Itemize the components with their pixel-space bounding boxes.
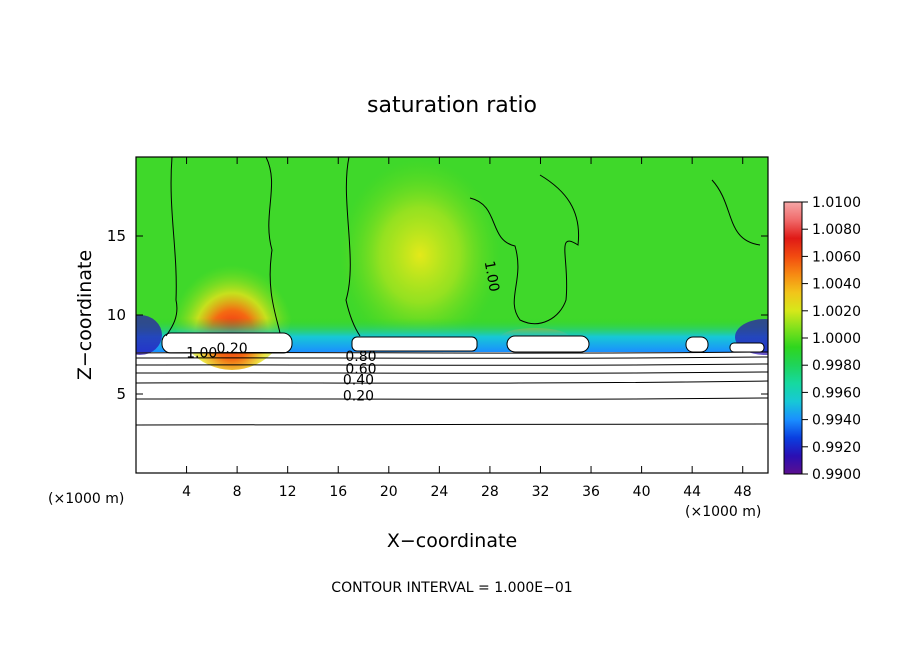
x-tick-label: 20 bbox=[380, 484, 398, 500]
x-tick-label: 16 bbox=[329, 484, 347, 500]
contour-label: 1.00 bbox=[481, 260, 502, 293]
contour-label: 0.40 bbox=[343, 373, 374, 389]
contour-label: 0.60 bbox=[345, 361, 376, 377]
x-tick-label: 32 bbox=[532, 484, 550, 500]
x-unit-left: (×1000 m) bbox=[48, 491, 124, 507]
colorbar-tick-label: 1.0000 bbox=[812, 331, 861, 347]
y-tick-label: 5 bbox=[116, 385, 126, 403]
x-tick-label: 8 bbox=[233, 484, 242, 500]
x-unit-right: (×1000 m) bbox=[685, 504, 761, 520]
colorbar-ticks: 1.0100 1.0080 1.0060 1.0040 1.0020 1.0000 0.99… bbox=[802, 195, 861, 483]
contour-interval-note: CONTOUR INTERVAL = 1.000E−01 bbox=[331, 580, 572, 596]
colorbar-tick-label: 0.9920 bbox=[812, 440, 861, 456]
field-high-peak-center bbox=[340, 160, 500, 350]
y-tick-label: 10 bbox=[107, 306, 126, 324]
x-tick-label: 40 bbox=[633, 484, 651, 500]
x-tick-label: 36 bbox=[582, 484, 600, 500]
colorbar-tick-label: 1.0080 bbox=[812, 222, 861, 238]
colorbar-gradient bbox=[783, 201, 803, 475]
x-tick-label: 4 bbox=[182, 484, 191, 500]
y-axis-label: Z−coordinate bbox=[74, 250, 96, 380]
contour-label: 0.80 bbox=[345, 349, 376, 365]
colorbar-tick-label: 0.9980 bbox=[812, 358, 861, 374]
colorbar-tick-label: 1.0100 bbox=[812, 195, 861, 211]
colorbar-tick-label: 0.9900 bbox=[812, 467, 861, 483]
contour-labels: 1.00 0.20 0.800.600.400.201.00 bbox=[186, 260, 502, 405]
colorbar-tick-label: 0.9940 bbox=[812, 413, 861, 429]
x-tick-label: 24 bbox=[430, 484, 448, 500]
contour-label: 0.20 bbox=[216, 341, 247, 357]
x-tick-label: 48 bbox=[734, 484, 752, 500]
chart-title: saturation ratio bbox=[367, 93, 537, 118]
x-tick-label: 28 bbox=[481, 484, 499, 500]
x-axis-label: X−coordinate bbox=[387, 530, 517, 552]
contour-lines bbox=[136, 157, 768, 426]
colorbar-tick-label: 1.0040 bbox=[812, 277, 861, 293]
cloud-regions bbox=[161, 332, 765, 354]
contour-label: 0.20 bbox=[343, 388, 374, 404]
colorbar-tick-label: 1.0060 bbox=[812, 249, 861, 265]
x-tick-label: 12 bbox=[279, 484, 297, 500]
colorbar: 1.0100 1.0080 1.0060 1.0040 1.0020 1.0000 0.99… bbox=[783, 195, 861, 483]
y-tick-label: 15 bbox=[107, 227, 126, 245]
contour-label: 1.00 bbox=[186, 346, 217, 362]
colorbar-tick-label: 1.0020 bbox=[812, 304, 861, 320]
x-tick-label: 44 bbox=[683, 484, 701, 500]
plot-area: 1.00 0.20 0.800.600.400.201.00 bbox=[136, 157, 768, 473]
y-axis-ticks: 5 10 15 bbox=[107, 227, 768, 403]
field-low-left-edge bbox=[136, 315, 162, 355]
colorbar-tick-label: 0.9960 bbox=[812, 385, 861, 401]
x-axis-ticks: 4 8 12 16 20 24 28 32 36 40 44 48 bbox=[182, 157, 752, 500]
